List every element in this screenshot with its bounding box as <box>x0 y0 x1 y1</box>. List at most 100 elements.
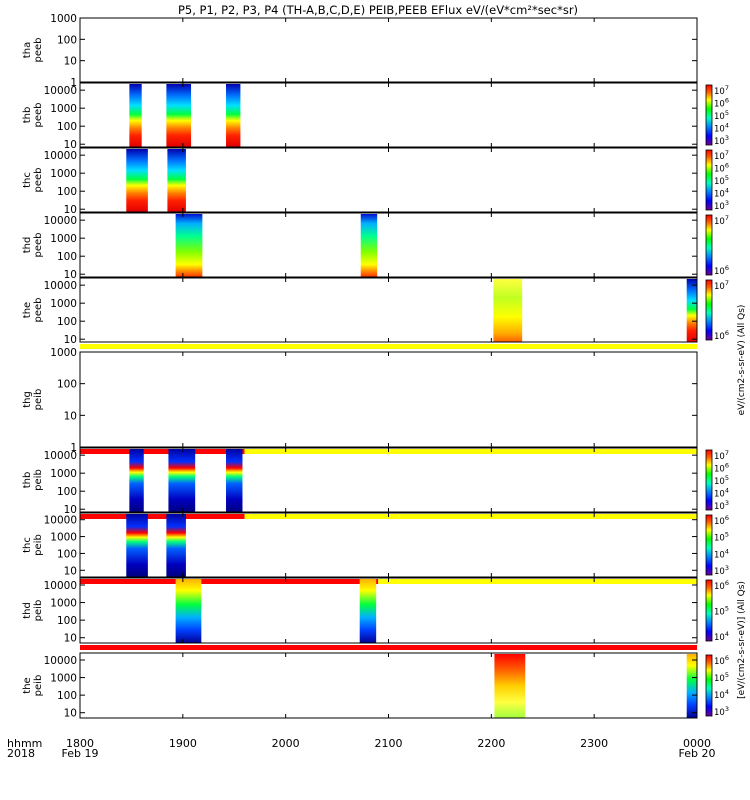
panel-tha-peeb: 1 10 100 1000 tha peeb <box>22 13 698 89</box>
y-tick-label: 100 <box>57 379 77 391</box>
y-tick-label: 10 <box>64 504 77 516</box>
spectrogram-block <box>126 514 148 577</box>
y-tick-label: 10000 <box>44 515 77 527</box>
y-tick-label: 10000 <box>44 580 77 592</box>
panel-ylabel-probe: thb <box>22 107 33 124</box>
spectrogram-block <box>126 149 148 212</box>
y-tick-label: 100 <box>57 186 77 198</box>
y-tick-label: 1000 <box>50 233 77 245</box>
panel-ylabel-probe: thc <box>22 172 33 188</box>
panel-frame <box>79 351 698 448</box>
colorbar-tick-label: 107 <box>714 449 729 462</box>
flag-bar-yellow <box>378 579 697 584</box>
colorbar-tick-label: 103 <box>714 705 729 718</box>
x-tick-label: 2100 <box>375 737 403 750</box>
spectrogram-block <box>360 214 378 277</box>
panel-frame <box>79 277 698 343</box>
flag-bar-red <box>80 579 379 584</box>
panel-ylabel-probe: thg <box>22 391 33 408</box>
colorbar-tick-label: 103 <box>714 564 729 577</box>
y-tick-label: 1000 <box>50 168 77 180</box>
panel-thd-peeb: 10 100 1000 10000 thd peeb 107 106 <box>22 212 729 281</box>
panel-ylabel-probe: thb <box>22 472 33 489</box>
colorbar-tick-label: 104 <box>714 487 729 500</box>
colorbar-scale <box>705 514 713 576</box>
y-tick-label: 10000 <box>44 215 77 227</box>
colorbar: 107 106 <box>705 214 729 277</box>
spectrogram-block <box>494 654 526 718</box>
panel-thd-peib: 10 100 1000 10000 thd peib 106 105 104 <box>22 577 729 650</box>
spectrogram-block <box>167 149 186 212</box>
y-tick-label: 10 <box>64 139 77 151</box>
panel-thc-peib: 10 100 1000 10000 thc peib 106 105 104 103 <box>22 512 729 584</box>
colorbar-tick-label: 105 <box>714 109 729 122</box>
colorbar-label-electron: eV/(cm2-s-sr-eV) (All Qs) <box>737 305 747 416</box>
spectrogram-block <box>129 84 142 147</box>
spectrogram-block <box>166 84 192 147</box>
y-tick-label: 1000 <box>50 532 77 544</box>
colorbar-tick-label: 103 <box>714 499 729 512</box>
panel-ylabel-product: peeb <box>33 38 44 63</box>
panel-frame <box>79 212 698 278</box>
y-tick-label: 10 <box>64 269 77 281</box>
y-tick-label: 100 <box>57 548 77 560</box>
colorbar-tick-label: 106 <box>714 97 729 110</box>
y-tick-label: 10 <box>64 708 77 720</box>
y-tick-label: 1 <box>70 442 77 454</box>
colorbar-tick-label: 107 <box>714 149 729 162</box>
spectrogram-block <box>168 449 196 512</box>
colorbar-scale <box>705 279 713 341</box>
panel-ylabel-probe: thc <box>22 537 33 553</box>
colorbar-tick-label: 104 <box>714 122 729 135</box>
spectrogram-block <box>493 279 523 342</box>
y-tick-label: 10000 <box>44 280 77 292</box>
y-tick-label: 10 <box>64 633 77 645</box>
colorbar-tick-label: 104 <box>714 630 729 643</box>
colorbar-tick-label: 105 <box>714 605 729 618</box>
spectrogram-block <box>166 514 186 577</box>
spectrogram-block <box>686 279 697 342</box>
spectrogram-block <box>359 579 377 643</box>
y-tick-label: 1000 <box>50 673 77 685</box>
y-tick-label: 10 <box>64 565 77 577</box>
colorbar-tick-label: 103 <box>714 134 729 147</box>
spectrogram-block <box>175 579 202 643</box>
y-tick-label: 10000 <box>44 655 77 667</box>
panel-ylabel-product: peib <box>33 600 44 622</box>
y-tick-label: 10 <box>64 410 77 422</box>
colorbar-scale <box>705 449 713 511</box>
colorbar: 106 105 104 103 <box>705 514 729 577</box>
time-axis-label-hhmm: hhmm <box>7 737 42 750</box>
colorbar-tick-label: 103 <box>714 199 729 212</box>
colorbar-tick-label: 105 <box>714 174 729 187</box>
colorbar-scale <box>705 579 713 642</box>
y-tick-label: 1 <box>70 77 77 89</box>
y-tick-label: 10 <box>64 56 77 68</box>
colorbar-labels: eV/(cm2-s-sr-eV) (All Qs) [eV/(cm2-s-sr-… <box>737 305 747 699</box>
panel-ylabel-probe: the <box>22 677 33 693</box>
y-tick-label: 10000 <box>44 150 77 162</box>
colorbar-tick-label: 106 <box>714 329 729 342</box>
panel-ylabel-product: peeb <box>33 168 44 193</box>
panel-the-peeb: 10 100 1000 10000 the peeb 107 106 <box>22 277 729 349</box>
panel-frame <box>79 17 698 83</box>
y-tick-label: 100 <box>57 316 77 328</box>
x-tick-date: Feb 20 <box>679 747 716 760</box>
y-tick-label: 1000 <box>50 468 77 480</box>
y-tick-label: 100 <box>57 251 77 263</box>
colorbar-tick-label: 106 <box>714 264 729 277</box>
panel-ylabel-probe: tha <box>22 42 33 58</box>
panel-frame <box>79 652 698 719</box>
colorbar-tick-label: 106 <box>714 579 729 592</box>
colorbar-tick-label: 107 <box>714 214 729 227</box>
colorbar-tick-label: 106 <box>714 162 729 175</box>
colorbar-tick-label: 105 <box>714 671 729 684</box>
flag-bar-yellow <box>80 344 697 349</box>
y-tick-label: 100 <box>57 34 77 46</box>
colorbar: 106 105 104 103 <box>705 654 729 718</box>
